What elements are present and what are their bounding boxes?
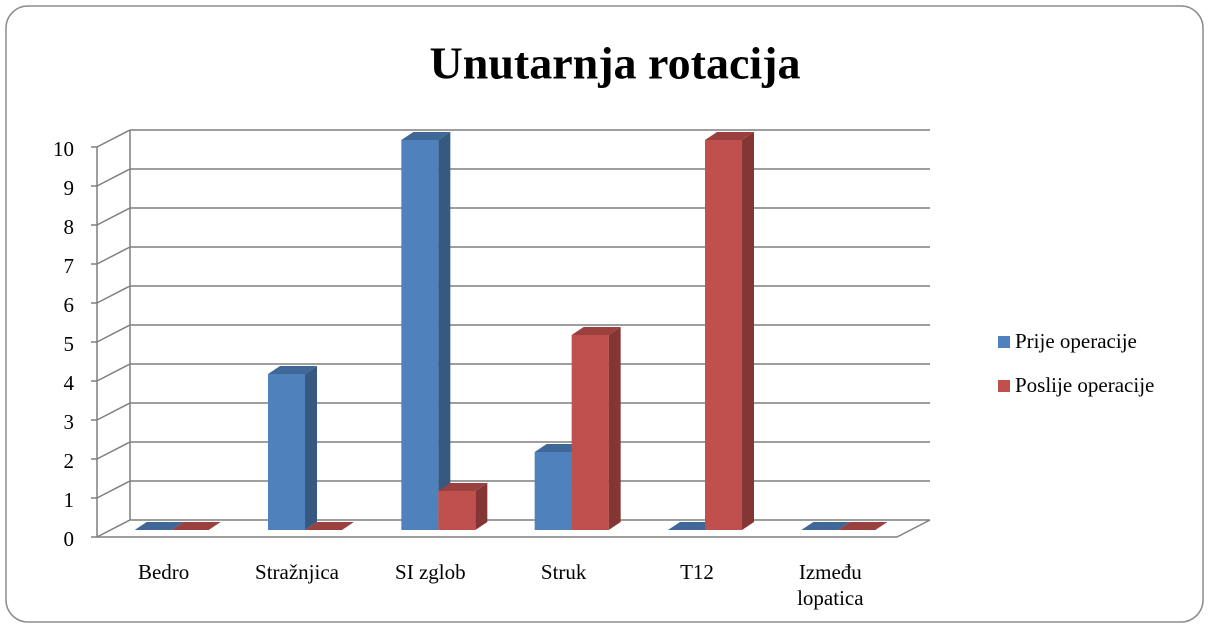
bar-top bbox=[438, 483, 488, 491]
bar bbox=[268, 374, 305, 530]
x-tick-label: Bedro bbox=[137, 560, 190, 584]
y-tick-label: 0 bbox=[64, 527, 75, 551]
legend-swatch bbox=[998, 380, 1010, 392]
x-tick-label: Stražnjica bbox=[255, 560, 339, 584]
grid-line bbox=[96, 519, 131, 538]
bar bbox=[401, 140, 439, 530]
y-tick-label: 4 bbox=[64, 371, 75, 395]
y-tick-label: 7 bbox=[64, 254, 75, 278]
grid-line bbox=[96, 480, 131, 499]
bar-top bbox=[571, 327, 621, 335]
grid-line bbox=[96, 402, 131, 421]
x-tick-label: SI zglob bbox=[395, 560, 466, 584]
y-tick-label: 3 bbox=[64, 410, 75, 434]
bar-side bbox=[608, 327, 621, 530]
bar-top bbox=[268, 366, 317, 374]
bar-top bbox=[305, 522, 354, 530]
bar bbox=[438, 491, 476, 530]
y-tick-label: 1 bbox=[64, 488, 75, 512]
bar-top bbox=[668, 522, 717, 530]
bar-top bbox=[705, 132, 754, 140]
grid-line bbox=[96, 363, 131, 382]
bar-side bbox=[475, 483, 488, 530]
bar-top bbox=[134, 522, 184, 530]
y-tick-label: 8 bbox=[64, 215, 75, 239]
bar bbox=[571, 335, 609, 530]
x-tick-label: Struk bbox=[540, 560, 587, 584]
y-tick-label: 5 bbox=[64, 332, 75, 356]
grid-line bbox=[96, 324, 131, 343]
grid-line bbox=[96, 246, 131, 265]
y-tick-label: 10 bbox=[53, 137, 74, 161]
grid-line bbox=[96, 207, 131, 226]
bar-top bbox=[801, 522, 851, 530]
legend-label: Prije operacije bbox=[1015, 329, 1137, 353]
bar-top bbox=[171, 522, 221, 530]
bar bbox=[705, 140, 742, 530]
legend-label: Poslije operacije bbox=[1015, 373, 1154, 397]
y-tick-label: 6 bbox=[64, 293, 75, 317]
x-tick-label: T12 bbox=[680, 560, 714, 584]
grid-line bbox=[96, 129, 131, 148]
bar-side bbox=[742, 132, 754, 530]
grid-line bbox=[96, 441, 131, 460]
y-tick-label: 9 bbox=[64, 176, 75, 200]
y-tick-label: 2 bbox=[64, 449, 75, 473]
grid-line bbox=[96, 285, 131, 304]
bar-top bbox=[401, 132, 451, 140]
floor-right bbox=[896, 519, 931, 538]
bar-side bbox=[305, 366, 317, 530]
grid-line bbox=[96, 168, 131, 187]
bar-top bbox=[534, 444, 584, 452]
x-tick-label: Između lopatica bbox=[797, 560, 864, 610]
bar-side bbox=[438, 132, 451, 530]
bar-top bbox=[838, 522, 888, 530]
chart-title: Unutarnja rotacija bbox=[430, 38, 801, 89]
legend-swatch bbox=[998, 336, 1010, 348]
bar bbox=[534, 452, 572, 530]
